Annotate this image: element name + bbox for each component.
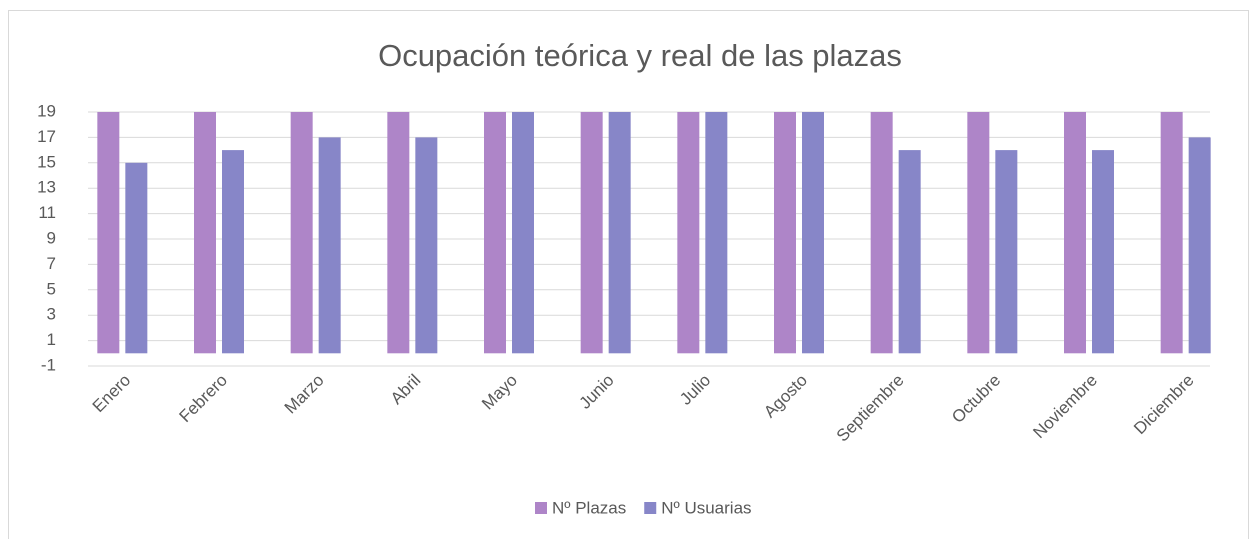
y-tick-label: 15 [37,152,56,171]
bar [580,112,603,354]
bar [774,112,796,354]
bar [1160,112,1183,354]
bar [97,112,120,354]
y-tick-label: 3 [47,305,56,324]
chart-title: Ocupación teórica y real de las plazas [378,38,902,73]
y-tick-label: 19 [37,101,56,120]
legend-swatch [644,502,657,514]
bar [967,112,990,354]
bar [898,150,921,354]
y-tick-label: 11 [38,203,56,222]
bar [677,112,700,354]
bar [484,112,506,354]
y-tick-label: 13 [37,178,56,197]
legend-swatch [535,502,547,514]
bar [415,137,438,354]
bar [705,112,728,354]
bar [995,150,1018,354]
bar [194,112,216,354]
bar [1188,137,1211,354]
y-tick-label: 9 [47,228,56,247]
bar [608,112,631,354]
bar [387,112,410,354]
legend-label: Nº Usuarias [661,498,751,517]
bar [125,162,148,354]
y-tick-label: 7 [47,254,56,273]
y-tick-label: 17 [37,127,56,146]
bar [512,112,534,354]
bar [1092,150,1114,354]
bar [318,137,341,354]
bar [222,150,244,354]
y-tick-label: -1 [41,355,56,374]
bar [1064,112,1086,354]
y-tick-label: 5 [47,279,56,298]
legend-label: Nº Plazas [552,498,626,517]
bar [870,112,893,354]
y-tick-label: 1 [47,330,56,349]
bar [290,112,313,354]
bar [802,112,824,354]
